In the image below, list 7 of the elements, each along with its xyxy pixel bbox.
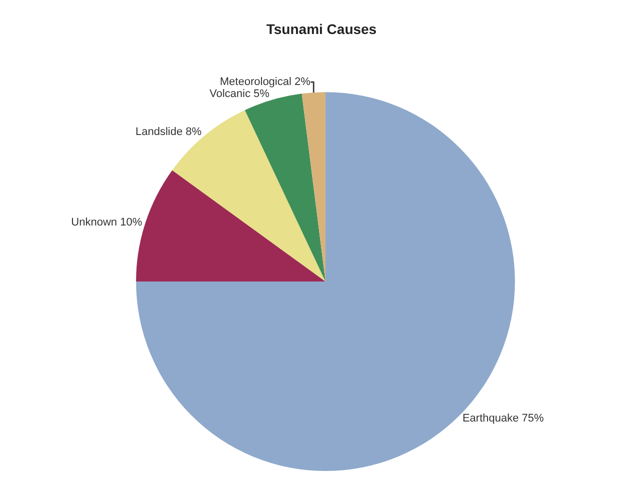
pie-slice <box>302 92 326 282</box>
slice-label: Volcanic 5% <box>210 88 270 100</box>
slice-label: Unknown 10% <box>71 216 142 228</box>
slice-label: Landslide 8% <box>135 126 202 138</box>
chart-title: Tsunami Causes <box>266 20 377 37</box>
slice-label: Earthquake 75% <box>462 412 544 425</box>
slice-label: Meteorological 2% <box>220 76 311 88</box>
